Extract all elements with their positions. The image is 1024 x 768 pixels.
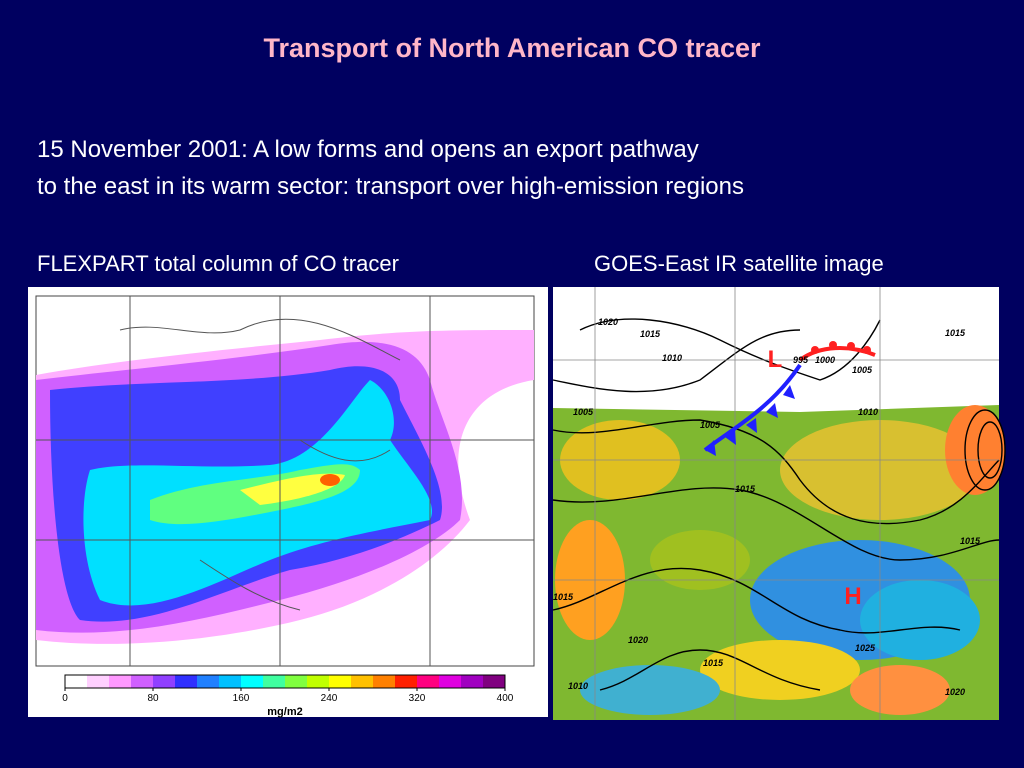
isobar-label: 1000	[815, 355, 835, 365]
colorbar-tick-label: 320	[409, 693, 426, 704]
body-line: to the east in its warm sector: transpor…	[37, 173, 744, 200]
isobar-labels: 1020 1015 1010 1005 1005 995 1000 1005 1…	[553, 317, 981, 697]
colorbar-swatch	[351, 675, 374, 688]
colorbar-swatch	[175, 675, 198, 688]
colorbar-tick-label: 160	[233, 693, 250, 704]
colorbar-frame	[64, 674, 506, 689]
isobar-label: 995	[793, 355, 809, 365]
colorbar-swatch	[263, 675, 286, 688]
colorbar-swatch	[307, 675, 330, 688]
colorbar-swatch	[373, 675, 396, 688]
isobar-label: 1020	[598, 317, 618, 327]
colorbar-swatch	[153, 675, 176, 688]
colorbar-swatch	[197, 675, 220, 688]
isobar-label: 1015	[553, 592, 574, 602]
isobar-label: 1015	[735, 484, 756, 494]
colorbar-swatch	[109, 675, 132, 688]
colorbar-swatch	[417, 675, 440, 688]
isobar-label: 1015	[945, 328, 966, 338]
caption: FLEXPART total column of CO tracer	[37, 251, 399, 276]
isobar-label: 1010	[662, 353, 682, 363]
title: Transport of North American CO tracer	[263, 33, 761, 63]
colorbar-swatch	[461, 675, 484, 688]
colorbar-unit: mg/m2	[267, 706, 302, 718]
colorbar-swatch	[87, 675, 110, 688]
isobar-label: 1010	[858, 407, 878, 417]
isobar-label: 1010	[568, 681, 588, 691]
colorbar-swatch	[483, 675, 506, 688]
isobar-label: 1015	[640, 329, 661, 339]
isobar-label: 1015	[960, 536, 981, 546]
isobar-label: 1015	[703, 658, 724, 668]
colorbar-swatch	[285, 675, 308, 688]
colorbar-swatch	[241, 675, 264, 688]
colorbar-swatch	[395, 675, 418, 688]
colorbar-tick-label: 400	[497, 693, 514, 704]
colorbar-swatch	[329, 675, 352, 688]
high-marker: H	[844, 583, 861, 610]
colorbar-swatch	[131, 675, 154, 688]
colorbar-swatch	[219, 675, 242, 688]
body-line: 15 November 2001: A low forms and opens …	[37, 136, 699, 163]
goes-image: L H 1020 1015 1010 1005 1005 995 1000 10…	[552, 287, 1006, 720]
colorbar-swatch	[65, 675, 88, 688]
caption: GOES-East IR satellite image	[594, 251, 884, 276]
isobar-label: 1025	[855, 643, 876, 653]
colorbar-tick-label: 80	[147, 693, 159, 704]
isobar-label: 1005	[573, 407, 594, 417]
colorbar-tick-label: 240	[321, 693, 338, 704]
isobar-label: 1005	[852, 365, 873, 375]
colorbar-tick-label: 0	[62, 693, 68, 704]
low-marker: L	[768, 346, 783, 373]
flexpart-map: 0 80 160 240 320 400 mg/m2	[28, 287, 548, 718]
isobar-label: 1020	[628, 635, 648, 645]
colorbar-swatch	[439, 675, 462, 688]
isobar-label: 1020	[945, 687, 965, 697]
colorbar: 0 80 160 240 320 400 mg/m2	[62, 674, 514, 718]
isobar-label: 1005	[700, 420, 721, 430]
